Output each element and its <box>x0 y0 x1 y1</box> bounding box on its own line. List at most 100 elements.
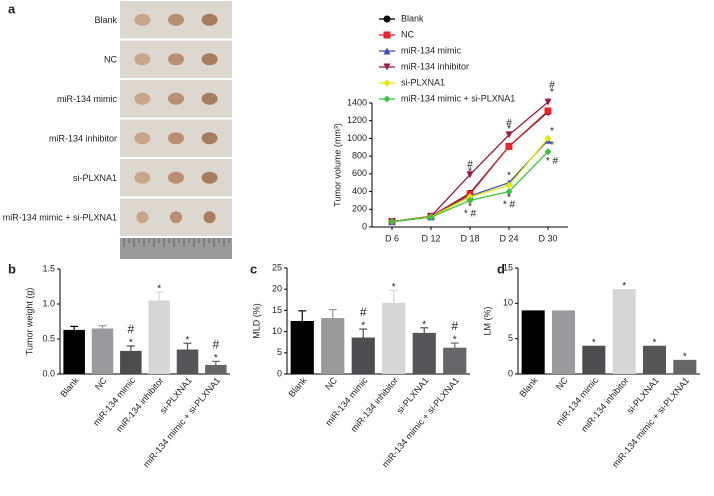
bar <box>91 328 114 374</box>
legend-label: miR-134 mimic <box>401 45 462 55</box>
row-label: miR-134 inhibitor <box>49 134 117 144</box>
x-tick-label: NC <box>323 375 339 392</box>
row-label: miR-134 mimic <box>57 94 118 104</box>
panel-label: a <box>8 1 16 16</box>
marker <box>466 193 474 201</box>
tumor <box>201 132 218 145</box>
bar <box>673 359 697 374</box>
legend-marker <box>383 63 391 71</box>
y-axis-label: MLD (%) <box>251 303 261 339</box>
panel-label: b <box>8 261 16 276</box>
annotation: * <box>507 170 511 181</box>
tumor <box>168 13 184 26</box>
annotation: * <box>507 192 511 203</box>
annotation: * <box>214 353 218 364</box>
y-tick-label: 600 <box>352 168 367 178</box>
tumor <box>134 92 151 105</box>
y-tick-label: 400 <box>352 186 367 196</box>
annotation: # <box>451 319 458 333</box>
marker <box>388 218 396 226</box>
y-tick-label: 15 <box>272 305 282 315</box>
marker <box>544 148 552 156</box>
annotation: * <box>550 87 554 98</box>
tumor <box>134 132 151 145</box>
y-tick-label: 0.5 <box>42 333 55 343</box>
annotation: * <box>622 281 626 292</box>
y-tick-label: 0 <box>277 368 282 378</box>
tumor <box>201 171 218 184</box>
annotation: * <box>392 282 396 293</box>
y-tick-label: 1.5 <box>42 263 55 273</box>
marker <box>466 171 474 179</box>
annotation: * <box>653 337 657 348</box>
y-axis-label: Tumor volume (mm³) <box>332 123 342 207</box>
tumor <box>168 132 184 145</box>
bar <box>382 302 406 374</box>
y-tick-label: 20 <box>272 284 282 294</box>
annotation: * <box>422 319 426 330</box>
y-tick-label: 0 <box>362 221 367 231</box>
marker <box>505 188 513 196</box>
row-label: si-PLXNA1 <box>73 173 117 183</box>
legend-marker <box>383 79 391 87</box>
marker <box>505 142 513 150</box>
legend-label: miR-134 mimic + si-PLXNA1 <box>401 93 515 103</box>
annotation: # <box>506 118 512 129</box>
y-tick-label: 10 <box>503 298 513 308</box>
annotation: * <box>157 284 161 295</box>
y-tick-label: 10 <box>272 326 282 336</box>
tumor <box>136 211 149 224</box>
y-tick-label: 1200 <box>347 115 367 125</box>
bar <box>642 345 667 374</box>
x-tick-label: D 30 <box>538 233 557 243</box>
annotation: # <box>212 338 219 352</box>
tumor <box>134 171 151 184</box>
marker <box>544 98 552 106</box>
annotation: # <box>360 305 367 319</box>
panel-label: c <box>250 261 257 276</box>
tumor <box>203 211 216 224</box>
x-tick-label: NC <box>93 375 109 392</box>
y-tick-label: 5 <box>277 347 282 357</box>
bar <box>551 310 576 374</box>
marker <box>544 134 552 142</box>
row-label: NC <box>104 55 117 65</box>
legend-label: si-PLXNA1 <box>401 77 445 87</box>
annotation: * <box>361 321 365 332</box>
annotation: * # <box>546 156 559 167</box>
y-tick-label: 1.0 <box>42 298 55 308</box>
bar <box>351 337 375 374</box>
annotation: * <box>592 337 596 348</box>
y-tick-label: 15 <box>503 262 513 272</box>
legend-label: Blank <box>401 13 424 23</box>
tumor <box>168 92 184 105</box>
y-tick-label: 0.0 <box>42 368 55 378</box>
annotation: # <box>467 160 473 171</box>
annotation: * <box>186 335 190 346</box>
marker <box>505 181 513 189</box>
tumor <box>170 211 182 224</box>
legend-label: miR-134 inhibitor <box>401 61 469 71</box>
legend-marker <box>383 31 391 39</box>
bar <box>290 321 314 374</box>
tumor <box>201 53 218 66</box>
bar <box>521 310 545 374</box>
marker <box>427 213 435 221</box>
y-axis-label: Tumor weight (g) <box>24 288 34 356</box>
x-tick-label: NC <box>554 375 570 392</box>
tumor <box>201 92 218 105</box>
x-tick-label: Blank <box>58 375 80 399</box>
bar <box>612 289 636 374</box>
bar <box>205 364 227 374</box>
bar <box>63 329 85 374</box>
tumor <box>168 53 184 66</box>
y-tick-label: 5 <box>508 333 513 343</box>
bar <box>120 350 142 374</box>
ruler <box>120 238 232 259</box>
bar <box>148 300 170 374</box>
x-tick-label: D 12 <box>421 233 440 243</box>
bar <box>443 347 467 374</box>
annotation: # <box>127 322 134 336</box>
bar <box>412 332 436 374</box>
